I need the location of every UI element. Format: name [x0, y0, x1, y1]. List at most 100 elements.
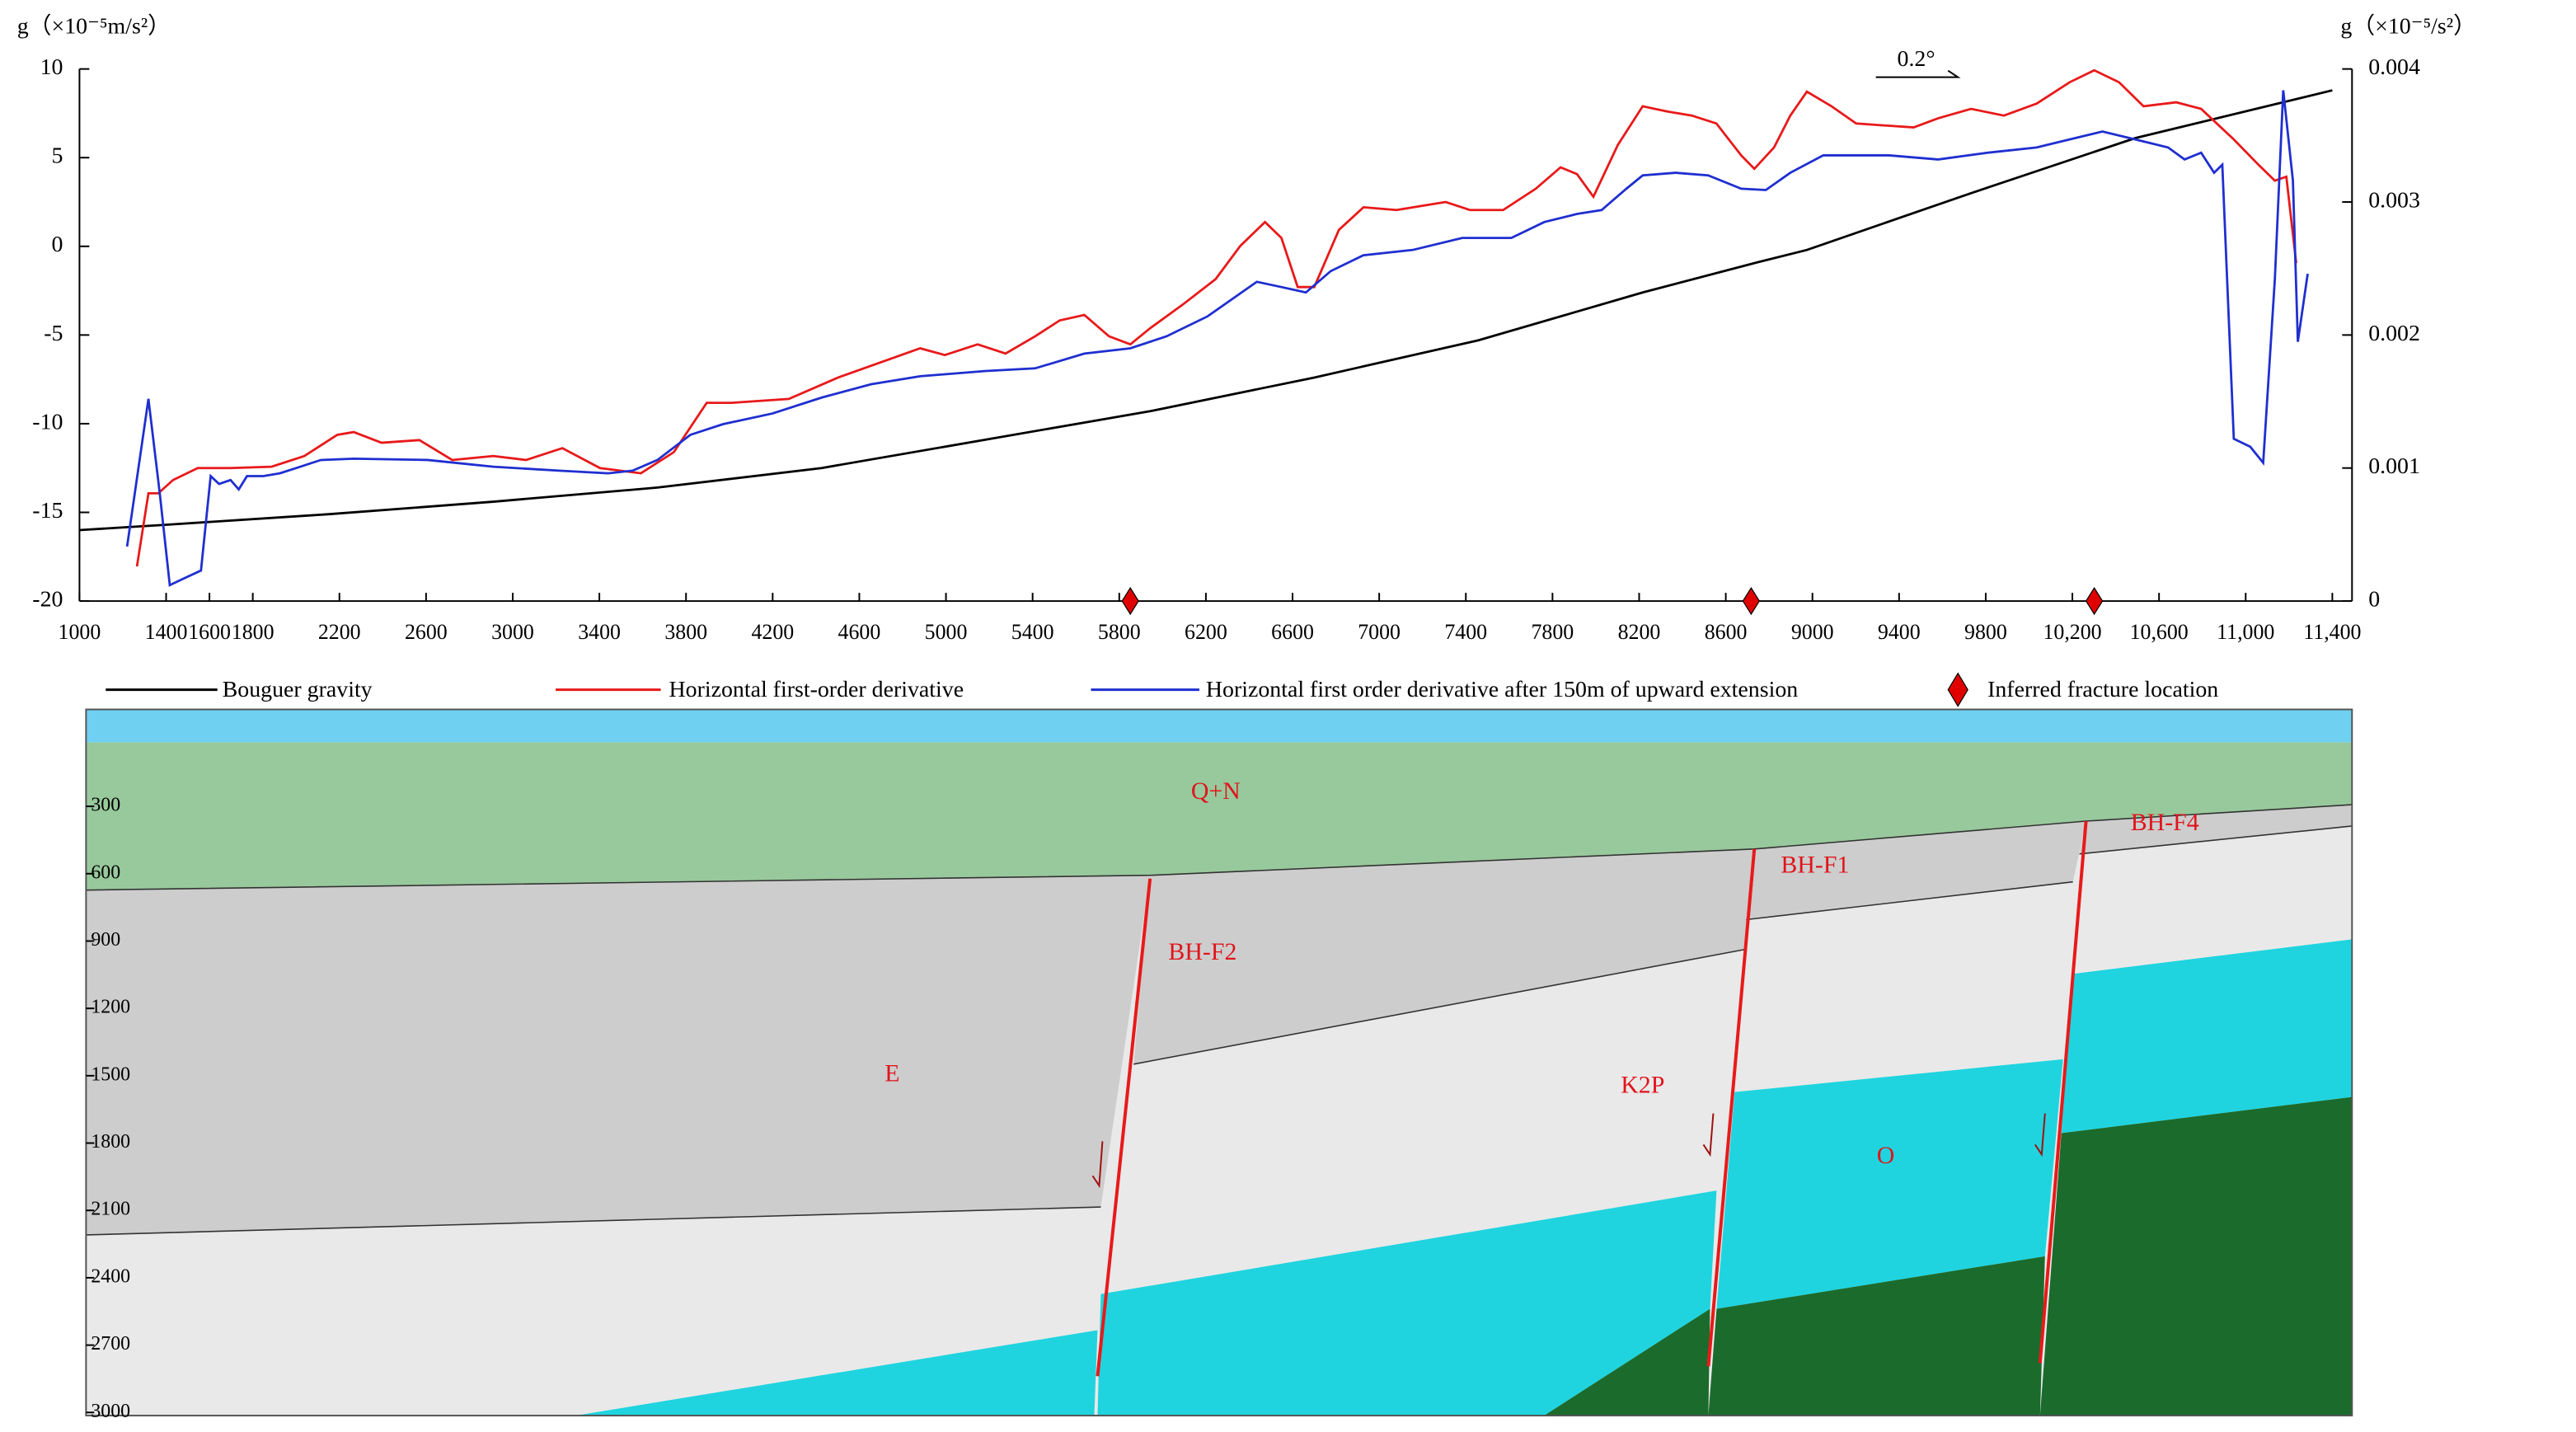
- depth-tick-label: 2700: [91, 1333, 130, 1355]
- x-tick-label: 9000: [1791, 620, 1834, 644]
- x-tick-label: 8600: [1705, 620, 1748, 644]
- y-tick-label: 0: [52, 232, 63, 257]
- section-frame: [85, 708, 2353, 1417]
- y-tick-label: -5: [44, 321, 63, 346]
- x-tick-label: 3000: [491, 620, 534, 644]
- o-layer: [1716, 1059, 2063, 1309]
- x-tick-label: 4600: [838, 620, 881, 644]
- x-tick-label: 5000: [925, 620, 968, 644]
- layer-label: K2P: [1621, 1072, 1664, 1099]
- fault-line: [1096, 878, 1152, 1377]
- x-tick-label: 7400: [1444, 620, 1487, 644]
- layer-label: Q+N: [1191, 777, 1241, 805]
- x-tick-label: 5400: [1011, 620, 1054, 644]
- y-tick-label: -20: [32, 586, 63, 612]
- x-tick-label: 1000: [59, 620, 101, 644]
- legend: Bouguer gravity Horizontal first-order d…: [106, 672, 2218, 707]
- y-tick-label: -15: [32, 498, 63, 524]
- fracture-marker: [1742, 586, 1761, 616]
- depth-tick-label: 3000: [91, 1401, 130, 1422]
- x-tick-label: 11,000: [2217, 620, 2274, 644]
- depth-tick-label: 600: [91, 862, 120, 883]
- depth-tick-label: 2400: [91, 1265, 130, 1287]
- boundary: [1133, 948, 1747, 1065]
- fracture-marker: [2085, 586, 2104, 616]
- fault-label: BH-F4: [2131, 809, 2199, 836]
- fracture-marker: [1121, 586, 1139, 616]
- fault-line: [1706, 848, 1757, 1367]
- x-tick-label: 9400: [1878, 620, 1921, 644]
- surface-band: [86, 709, 2353, 743]
- annotation-arrow: [1875, 69, 1961, 78]
- x-tick-label: 10,600: [2130, 620, 2189, 644]
- fault-label: BH-F2: [1168, 938, 1236, 965]
- boundary: [1746, 880, 2073, 921]
- e-layer: [1746, 820, 2086, 920]
- layer-label: O: [1877, 1142, 1895, 1169]
- slip-arrow: [1091, 1141, 1104, 1189]
- y2-tick-label: 0.003: [2368, 187, 2420, 213]
- x-tick-label: 7800: [1531, 620, 1574, 644]
- y-tick-label: 10: [40, 54, 63, 80]
- e-layer: [86, 875, 1151, 1235]
- fault-line: [2038, 820, 2088, 1364]
- basement-layer: [1544, 1308, 1710, 1416]
- x-tick-label: 10,200: [2043, 620, 2101, 644]
- y-axis-title: g（×10⁻⁵m/s²）: [17, 12, 171, 39]
- fault-label: BH-F1: [1781, 852, 1849, 879]
- data-line: [135, 68, 2297, 567]
- x-tick-label: 8200: [1618, 620, 1661, 644]
- e-layer: [2079, 805, 2353, 854]
- data-line: [79, 89, 2333, 532]
- x-tick-label: 2200: [318, 620, 361, 644]
- o-layer: [575, 1330, 1098, 1416]
- x-tick-label: 1600: [188, 620, 231, 644]
- y2-tick-label: 0.004: [2368, 54, 2420, 80]
- x-tick-label: 1400: [145, 620, 188, 644]
- y2-tick-label: 0.002: [2368, 321, 2420, 346]
- x-tick-label: 6600: [1271, 620, 1314, 644]
- slip-arrow: [1702, 1113, 1715, 1157]
- o-layer: [2061, 939, 2353, 1134]
- depth-tick-label: 1500: [91, 1063, 130, 1085]
- data-line: [125, 90, 2309, 587]
- x-tick-label: 3400: [578, 620, 621, 644]
- x-tick-label: 5800: [1098, 620, 1141, 644]
- boundary: [2079, 825, 2353, 855]
- slip-arrow: [2034, 1113, 2046, 1157]
- x-tick-label: 6200: [1185, 620, 1227, 644]
- legend-label: Horizontal first-order derivative: [669, 677, 964, 702]
- x-tick-label: 4200: [751, 620, 794, 644]
- x-tick-label: 9800: [1964, 620, 2007, 644]
- boundary: [86, 1206, 1101, 1236]
- e-layer: [1133, 848, 1755, 1064]
- depth-tick-label: 2100: [91, 1199, 130, 1220]
- x-tick-label: 3800: [664, 620, 707, 644]
- depth-tick-label: 900: [91, 929, 120, 951]
- x-tick-label: 2600: [405, 620, 448, 644]
- y2-tick-label: 0.001: [2368, 453, 2420, 479]
- axes: [78, 68, 2353, 603]
- depth-tick-label: 1800: [91, 1131, 130, 1153]
- legend-label: Horizontal first order derivative after …: [1206, 677, 1798, 702]
- annotation: 0.2°: [1898, 46, 1936, 72]
- y2-tick-label: 0: [2368, 586, 2380, 612]
- y-tick-label: -10: [32, 409, 63, 434]
- basement-layer: [2039, 1096, 2353, 1416]
- layer-label: E: [884, 1060, 899, 1087]
- legend-swatch: [1947, 672, 1968, 707]
- basement-layer: [1708, 1256, 2045, 1416]
- y2-axis-title: g（×10⁻⁵/s²）: [2340, 12, 2476, 39]
- qn-layer: [86, 742, 2353, 890]
- geological-section: Q+N E K2P O BH-F2 BH-F1 BH-F4: [85, 708, 2353, 1417]
- legend-label: Bouguer gravity: [223, 677, 373, 702]
- depth-tick-label: 300: [91, 795, 120, 816]
- x-tick-label: 11,400: [2303, 620, 2361, 644]
- legend-label: Inferred fracture location: [1987, 677, 2218, 702]
- y-tick-label: 5: [52, 143, 63, 169]
- x-tick-label: 7000: [1358, 620, 1401, 644]
- x-tick-label: 1800: [232, 620, 274, 644]
- depth-tick-label: 1200: [91, 997, 130, 1018]
- o-layer: [1097, 1190, 1717, 1416]
